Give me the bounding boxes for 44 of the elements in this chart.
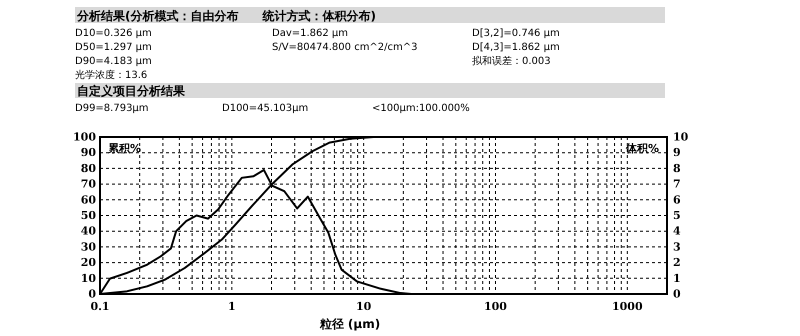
y-tick-label: 100 (73, 130, 96, 144)
chart-subtitle: 自定义项目分析结果 (77, 84, 186, 98)
text: D50=1.297 μm (75, 42, 152, 53)
x-tick-label: 1000 (612, 300, 643, 313)
text: S/V=80474.800 cm^2/cm^3 (272, 42, 418, 53)
y-tick-label: 10 (80, 272, 96, 285)
y-tick-label: 20 (80, 256, 96, 270)
y-tick-label: 50 (80, 209, 96, 222)
y-tick-label: 30 (80, 240, 96, 254)
text: <100μm:100.000% (372, 103, 470, 114)
text: D90=4.183 μm (75, 56, 152, 67)
text: D99=8.793μm (75, 103, 149, 114)
y2-tick-label: 5 (673, 209, 681, 222)
y-tick-label: 80 (80, 162, 96, 175)
y2-tick-label: 2 (673, 256, 681, 270)
y-tick-label: 70 (80, 178, 96, 191)
x-tick-label: 10 (356, 300, 372, 313)
y2-tick-label: 1 (673, 272, 681, 285)
y2-tick-label: 0 (673, 288, 681, 301)
y2-tick-label: 8 (673, 162, 681, 175)
y2-tick-label: 6 (673, 193, 681, 206)
text: D10=0.326 μm (75, 28, 152, 39)
y2-axis-title: 体积% (624, 142, 659, 155)
text: 光学浓度：13.6 (75, 69, 148, 81)
text: D[4,3]=1.862 μm (472, 42, 560, 53)
y-tick-label: 60 (80, 193, 96, 206)
chart-title: 分析结果(分析模式：自由分布 统计方式：体积分布) (76, 9, 376, 23)
y2-tick-label: 7 (673, 178, 681, 191)
x-tick-label: 0.1 (90, 300, 110, 313)
y2-tick-label: 4 (673, 224, 681, 238)
text: D100=45.103μm (222, 103, 308, 114)
x-axis-title: 粒径 (μm) (318, 317, 380, 331)
y2-tick-label: 3 (673, 240, 681, 254)
y2-tick-label: 9 (673, 146, 681, 160)
text: D[3,2]=0.746 μm (472, 28, 560, 39)
x-tick-label: 100 (484, 300, 508, 313)
x-tick-label: 1 (228, 300, 236, 313)
text: Dav=1.862 μm (272, 28, 348, 39)
y-axis-title: 累积% (107, 142, 142, 155)
y-tick-label: 40 (80, 224, 96, 238)
text: 拟和误差：0.003 (472, 55, 551, 67)
y-tick-label: 0 (88, 288, 96, 301)
y-tick-label: 90 (80, 146, 96, 160)
y2-tick-label: 10 (673, 130, 689, 144)
